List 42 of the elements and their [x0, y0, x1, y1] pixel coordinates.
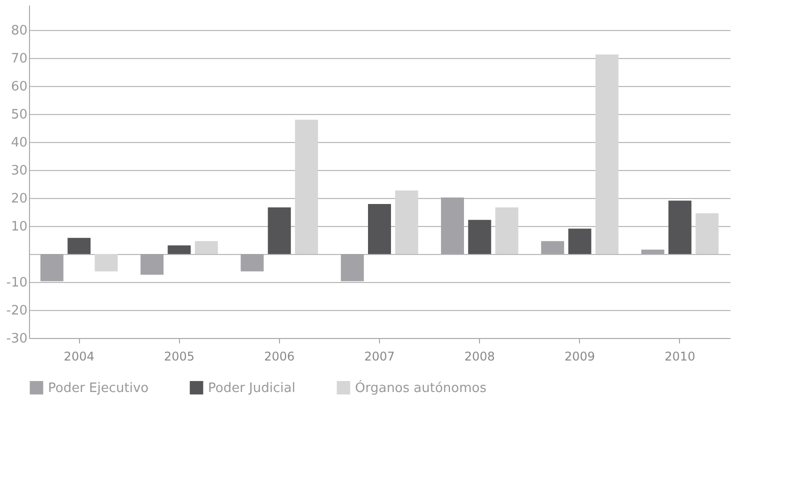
x-tick-label: 2006 [264, 350, 295, 364]
x-tick-label: 2008 [464, 350, 495, 364]
bar [268, 207, 291, 254]
x-tick-label: 2010 [664, 350, 696, 364]
bar [340, 254, 364, 282]
y-tick-label: 50 [10, 108, 28, 123]
bar [495, 207, 518, 254]
bar [240, 254, 264, 272]
bar [595, 54, 618, 254]
legend-label: Poder Ejecutivo [48, 380, 149, 396]
legend-label: Poder Judicial [208, 380, 296, 396]
y-tick-label: -30 [6, 332, 28, 346]
bar [94, 254, 118, 272]
bar [468, 220, 492, 254]
bar [40, 254, 64, 282]
legend-label: Órganos autónomos [355, 378, 487, 396]
bar [541, 241, 564, 254]
y-tick-label: 40 [10, 136, 28, 151]
bar [668, 200, 692, 254]
bar [641, 250, 664, 254]
bar [295, 120, 318, 254]
y-tick-label: 10 [10, 220, 28, 235]
bar [168, 245, 191, 254]
bar [568, 228, 592, 254]
bar [440, 198, 464, 254]
y-tick-label: 80 [10, 24, 28, 39]
bar [68, 238, 91, 254]
bar [368, 204, 391, 254]
bar [395, 190, 418, 254]
bar [140, 254, 164, 275]
x-tick-label: 2004 [64, 350, 94, 364]
x-tick-label: 2007 [364, 350, 395, 364]
y-tick-label: 20 [10, 192, 28, 207]
x-tick-label: 2005 [164, 350, 194, 364]
y-tick-label: -20 [6, 304, 28, 319]
bar [696, 213, 719, 254]
y-tick-label: 60 [10, 80, 28, 95]
x-tick-label: 2009 [564, 350, 596, 364]
bar [194, 241, 218, 254]
y-tick-label: 70 [10, 52, 28, 67]
y-tick-label: 30 [10, 164, 28, 179]
y-tick-label: -10 [6, 276, 28, 291]
